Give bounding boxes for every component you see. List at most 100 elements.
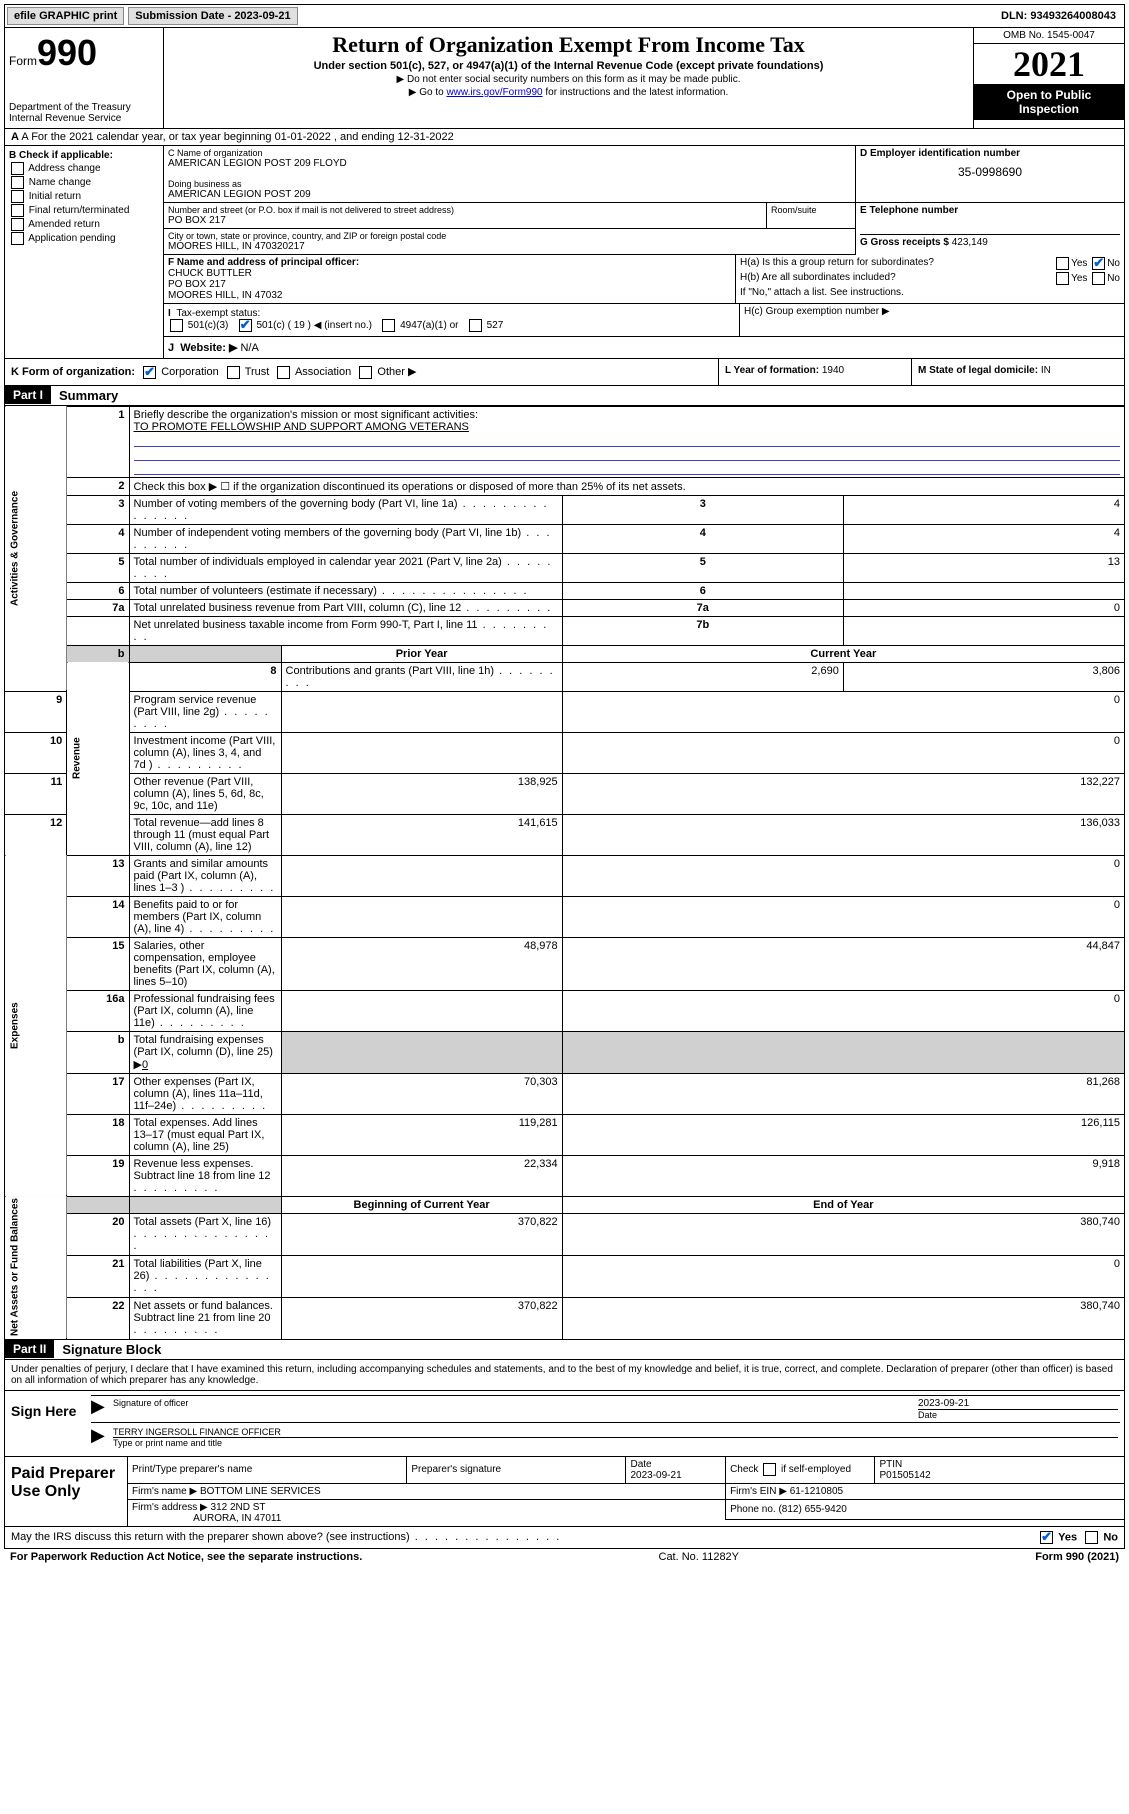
line1-label: Briefly describe the organization's miss… bbox=[134, 409, 478, 421]
hb-no[interactable] bbox=[1092, 272, 1105, 285]
cb-amended[interactable]: Amended return bbox=[9, 218, 159, 231]
phone-value: (812) 655-9420 bbox=[778, 1504, 846, 1515]
room-suite: Room/suite bbox=[766, 203, 855, 228]
f-label: F Name and address of principal officer: bbox=[168, 257, 731, 268]
line8: Contributions and grants (Part VIII, lin… bbox=[286, 665, 555, 689]
cb-4947[interactable] bbox=[382, 319, 395, 332]
p16a bbox=[281, 990, 562, 1031]
h-box: H(a) Is this a group return for subordin… bbox=[736, 255, 1124, 303]
c22: 380,740 bbox=[562, 1297, 1124, 1339]
firm-name: BOTTOM LINE SERVICES bbox=[200, 1486, 321, 1497]
header-right-box: OMB No. 1545-0047 2021 Open to Public In… bbox=[973, 28, 1124, 128]
c20: 380,740 bbox=[562, 1213, 1124, 1255]
l-year-formation: L Year of formation: 1940 bbox=[718, 359, 911, 385]
side-revenue: Revenue bbox=[67, 662, 129, 855]
k-form-org: K Form of organization: Corporation Trus… bbox=[5, 359, 718, 385]
c11: 132,227 bbox=[562, 773, 1124, 814]
cb-app-pending[interactable]: Application pending bbox=[9, 232, 159, 245]
header-title-box: Return of Organization Exempt From Incom… bbox=[164, 28, 973, 128]
cb-501c3[interactable] bbox=[170, 319, 183, 332]
c16a: 0 bbox=[562, 990, 1124, 1031]
hb-label: H(b) Are all subordinates included? bbox=[740, 272, 896, 283]
cb-final-return[interactable]: Final return/terminated bbox=[9, 204, 159, 217]
j-label: Website: ▶ bbox=[180, 342, 237, 354]
cb-trust[interactable] bbox=[227, 366, 240, 379]
val7b bbox=[843, 616, 1124, 645]
line9: Program service revenue (Part VIII, line… bbox=[134, 694, 270, 730]
line4: Number of independent voting members of … bbox=[134, 527, 552, 551]
form-number: 990 bbox=[37, 32, 97, 73]
ein-label: D Employer identification number bbox=[860, 148, 1120, 159]
firm-ein-label: Firm's EIN ▶ bbox=[730, 1486, 787, 1497]
signature-intro: Under penalties of perjury, I declare th… bbox=[4, 1360, 1125, 1391]
cb-association[interactable] bbox=[277, 366, 290, 379]
cb-name-change[interactable]: Name change bbox=[9, 176, 159, 189]
irs-link[interactable]: www.irs.gov/Form990 bbox=[446, 87, 542, 98]
phone-receipts-box: E Telephone number G Gross receipts $ 42… bbox=[856, 203, 1124, 255]
submission-date-box: Submission Date - 2023-09-21 bbox=[128, 7, 297, 25]
cb-527[interactable] bbox=[469, 319, 482, 332]
val5: 13 bbox=[843, 553, 1124, 582]
may-irs-no[interactable] bbox=[1085, 1531, 1098, 1544]
p8: 2,690 bbox=[562, 662, 843, 691]
cb-initial-return[interactable]: Initial return bbox=[9, 190, 159, 203]
part2-header: Part II bbox=[5, 1340, 54, 1358]
p21 bbox=[281, 1255, 562, 1297]
prep-date-hdr: Date bbox=[630, 1459, 651, 1470]
ha-no[interactable] bbox=[1092, 257, 1105, 270]
footer-left: For Paperwork Reduction Act Notice, see … bbox=[10, 1551, 362, 1563]
p18: 119,281 bbox=[281, 1114, 562, 1155]
c10: 0 bbox=[562, 732, 1124, 773]
line20: Total assets (Part X, line 16) bbox=[134, 1216, 272, 1252]
val6 bbox=[843, 582, 1124, 599]
line19: Revenue less expenses. Subtract line 18 … bbox=[134, 1158, 271, 1194]
line22: Net assets or fund balances. Subtract li… bbox=[134, 1300, 273, 1336]
p14 bbox=[281, 896, 562, 937]
cb-self-employed[interactable] bbox=[763, 1463, 776, 1476]
dba-label: Doing business as bbox=[168, 179, 851, 189]
form-note-1: ▶ Do not enter social security numbers o… bbox=[168, 74, 969, 85]
ein-value: 35-0998690 bbox=[860, 165, 1120, 179]
summary-table: Activities & Governance 1 Briefly descri… bbox=[4, 406, 1125, 1340]
may-irs-yes[interactable] bbox=[1040, 1531, 1053, 1544]
ha-yes[interactable] bbox=[1056, 257, 1069, 270]
sig-officer-label: Signature of officer bbox=[111, 1396, 916, 1422]
officer-box: F Name and address of principal officer:… bbox=[164, 255, 736, 303]
line16b-label: Total fundraising expenses (Part IX, col… bbox=[134, 1034, 273, 1071]
omb-label: OMB No. 1545-0047 bbox=[974, 28, 1124, 44]
cb-corporation[interactable] bbox=[143, 366, 156, 379]
c13: 0 bbox=[562, 855, 1124, 896]
line11: Other revenue (Part VIII, column (A), li… bbox=[134, 776, 264, 812]
ein-box: D Employer identification number 35-0998… bbox=[856, 146, 1124, 203]
line15: Salaries, other compensation, employee b… bbox=[134, 940, 275, 988]
prep-date-val: 2023-09-21 bbox=[630, 1470, 681, 1481]
c15: 44,847 bbox=[562, 937, 1124, 990]
c17: 81,268 bbox=[562, 1073, 1124, 1114]
val3: 4 bbox=[843, 495, 1124, 524]
cb-address-change[interactable]: Address change bbox=[9, 162, 159, 175]
hdr-current: Current Year bbox=[562, 645, 1124, 662]
col-b-checkboxes: B Check if applicable: Address change Na… bbox=[5, 146, 164, 358]
c8: 3,806 bbox=[843, 662, 1124, 691]
hb-yes[interactable] bbox=[1056, 272, 1069, 285]
phone-label: E Telephone number bbox=[860, 205, 1120, 216]
efile-print-button[interactable]: efile GRAPHIC print bbox=[7, 7, 124, 25]
line5: Total number of individuals employed in … bbox=[134, 556, 553, 580]
line13: Grants and similar amounts paid (Part IX… bbox=[134, 858, 276, 894]
street-box: Number and street (or P.O. box if mail i… bbox=[164, 203, 766, 228]
p17: 70,303 bbox=[281, 1073, 562, 1114]
footer-catno: Cat. No. 11282Y bbox=[362, 1551, 1035, 1563]
form-title: Return of Organization Exempt From Incom… bbox=[168, 32, 969, 58]
c19: 9,918 bbox=[562, 1155, 1124, 1196]
cb-other[interactable] bbox=[359, 366, 372, 379]
footer-right: Form 990 (2021) bbox=[1035, 1551, 1119, 1563]
hdr-b: b bbox=[67, 645, 129, 662]
line21: Total liabilities (Part X, line 26) bbox=[134, 1258, 271, 1294]
firm-ein: 61-1210805 bbox=[790, 1486, 843, 1497]
cb-501c[interactable] bbox=[239, 319, 252, 332]
line10: Investment income (Part VIII, column (A)… bbox=[134, 735, 276, 771]
val4: 4 bbox=[843, 524, 1124, 553]
line2: Check this box ▶ ☐ if the organization d… bbox=[129, 477, 1124, 495]
goto-pre: ▶ Go to bbox=[409, 87, 447, 98]
hdr-beginning: Beginning of Current Year bbox=[281, 1196, 562, 1213]
